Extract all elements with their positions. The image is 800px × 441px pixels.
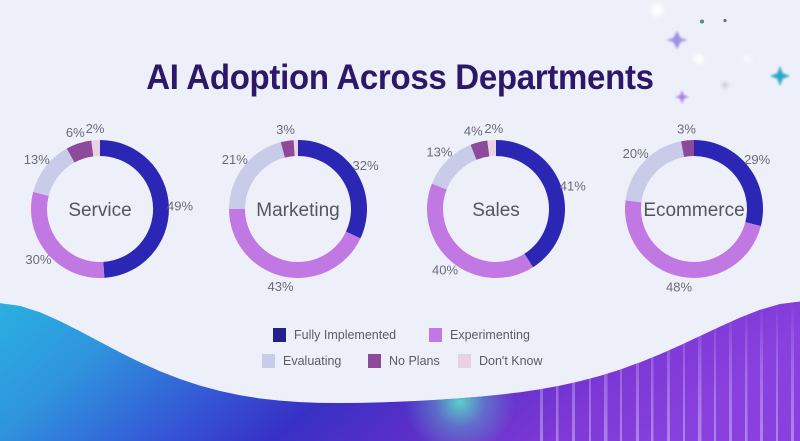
svg-text:Sales: Sales <box>472 200 520 221</box>
svg-text:40%: 40% <box>432 263 458 278</box>
svg-text:4%: 4% <box>464 124 483 139</box>
svg-text:13%: 13% <box>426 144 452 159</box>
svg-text:13%: 13% <box>24 152 50 167</box>
svg-text:32%: 32% <box>352 158 378 173</box>
svg-text:49%: 49% <box>167 199 193 214</box>
svg-text:6%: 6% <box>66 125 85 140</box>
svg-text:41%: 41% <box>560 179 586 194</box>
svg-text:3%: 3% <box>677 121 696 136</box>
svg-text:Service: Service <box>68 200 131 221</box>
svg-text:43%: 43% <box>267 279 293 294</box>
svg-text:21%: 21% <box>222 152 248 167</box>
svg-text:Ecommerce: Ecommerce <box>643 200 744 221</box>
svg-text:48%: 48% <box>666 280 692 295</box>
svg-text:2%: 2% <box>86 121 105 136</box>
svg-text:29%: 29% <box>744 152 770 167</box>
svg-text:2%: 2% <box>484 121 503 136</box>
svg-text:20%: 20% <box>623 146 649 161</box>
svg-text:30%: 30% <box>25 252 51 267</box>
svg-text:Marketing: Marketing <box>256 200 339 221</box>
svg-text:3%: 3% <box>276 122 295 137</box>
